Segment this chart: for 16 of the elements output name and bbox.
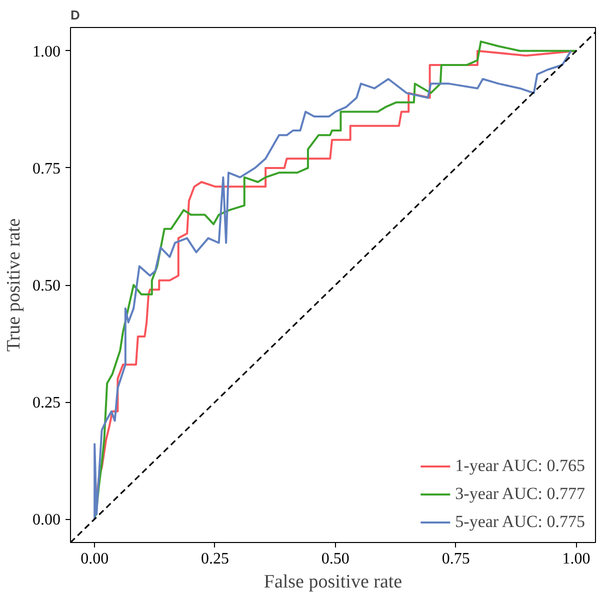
x-tick-label: 0.25 — [200, 550, 229, 568]
legend-label: 5-year AUC: 0.775 — [455, 512, 585, 532]
y-tick-label: 1.00 — [32, 43, 60, 60]
x-tick-label: 0.75 — [442, 550, 470, 568]
y-axis-title: True positive rate — [4, 218, 24, 352]
legend-label: 3-year AUC: 0.777 — [455, 484, 585, 504]
x-tick-label: 0.00 — [80, 550, 109, 568]
x-tick-label: 1.00 — [562, 550, 590, 568]
x-tick-label: 0.50 — [321, 550, 350, 568]
legend-label: 1-year AUC: 0.765 — [455, 456, 585, 476]
y-tick-label: 0.00 — [32, 512, 60, 529]
x-axis-title: False positive rate — [264, 572, 402, 592]
chart-title: D — [70, 8, 80, 22]
y-tick-label: 0.50 — [32, 278, 60, 294]
y-tick-label: 0.75 — [32, 160, 60, 178]
y-tick-label: 0.25 — [32, 394, 60, 412]
